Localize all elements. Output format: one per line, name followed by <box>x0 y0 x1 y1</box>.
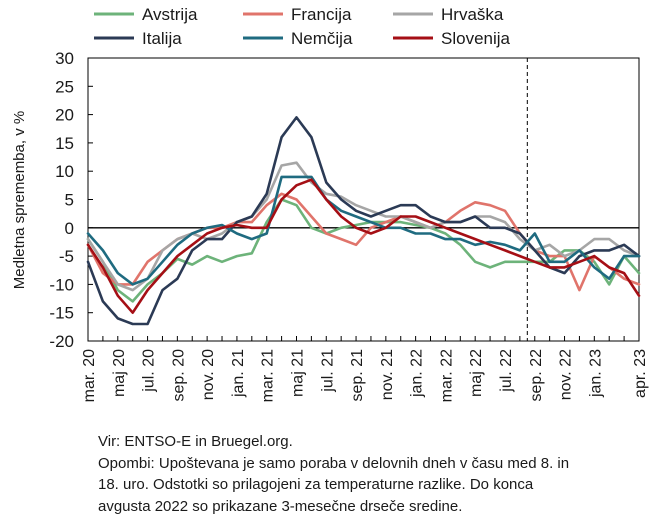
series-line-slovenija <box>86 178 641 315</box>
y-tick-label: 25 <box>55 77 74 96</box>
legend-label: Slovenija <box>441 29 511 48</box>
x-tick-label: jul. 21 <box>319 349 336 393</box>
x-tick-label: maj 20 <box>111 349 128 397</box>
plot-border <box>87 57 640 342</box>
x-tick-label: mar. 20 <box>81 349 98 402</box>
plot-area <box>87 57 640 342</box>
x-tick-label: sep. 21 <box>349 349 366 402</box>
x-tick-label: jan. 21 <box>230 349 247 398</box>
source-note: Vir: ENTSO-E in Bruegel.org. <box>98 433 293 450</box>
x-axis: mar. 20 maj 20 jul. 20 sep. 20 nov. 20 jan. 2… <box>81 336 649 402</box>
y-tick-label: 5 <box>65 191 74 210</box>
x-tick-label: nov. 22 <box>558 349 575 400</box>
remark-line: 18. uro. Odstotki so prilagojeni za temp… <box>98 476 534 493</box>
x-tick-label: jul. 20 <box>141 349 158 393</box>
series-line-hrvaška <box>86 161 641 292</box>
y-tick-label: 30 <box>55 49 74 68</box>
series-lines <box>86 116 641 326</box>
y-tick-label: 0 <box>65 219 74 238</box>
remark-line: Opombi: Upoštevana je samo poraba v delo… <box>98 454 570 472</box>
x-tick-label: maj 22 <box>468 349 485 397</box>
legend-label: Avstrija <box>142 5 198 24</box>
legend-label: Nemčija <box>291 29 353 48</box>
x-tick-label: jul. 22 <box>498 349 515 393</box>
series-line-italija <box>86 116 641 326</box>
x-tick-label: jan. 23 <box>587 349 604 398</box>
series-line-avstrija <box>86 198 641 303</box>
y-tick-label: -20 <box>49 332 74 351</box>
line-chart: Avstrija Francija Hrvaška Italija Nemčija Slo… <box>11 5 649 402</box>
remark-line: avgusta 2022 so prikazane 3-mesečne drse… <box>98 497 463 515</box>
x-tick-label: nov. 21 <box>379 349 396 400</box>
x-tick-label: mar. 21 <box>260 349 277 402</box>
y-tick-label: -10 <box>49 275 74 294</box>
legend-label: Francija <box>291 5 352 24</box>
series-line-nemčija <box>86 175 641 286</box>
x-tick-label: jan. 22 <box>409 349 426 398</box>
x-tick-label: mar. 22 <box>438 349 455 402</box>
x-tick-label: maj 21 <box>289 349 306 397</box>
chart-notes: Vir: ENTSO-E in Bruegel.org. Opombi: Upo… <box>98 431 650 517</box>
legend-label: Hrvaška <box>441 5 504 24</box>
x-tick-label: sep. 20 <box>170 349 187 402</box>
legend-label: Italija <box>142 29 182 48</box>
y-axis: -20 -15 -10 -5 0 5 10 15 20 25 30 <box>49 49 93 351</box>
y-axis-label: Medletna sprememba, v % <box>11 111 28 289</box>
y-tick-label: 15 <box>55 134 74 153</box>
y-tick-label: 20 <box>55 106 74 125</box>
y-tick-label: -5 <box>59 247 74 266</box>
x-tick-label: nov. 20 <box>200 349 217 400</box>
chart-legend: Avstrija Francija Hrvaška Italija Nemčija Slo… <box>94 5 511 48</box>
x-tick-label: apr. 23 <box>632 349 649 398</box>
y-tick-label: -15 <box>49 304 74 323</box>
x-tick-label: sep. 22 <box>528 349 545 402</box>
y-tick-label: 10 <box>55 162 74 181</box>
